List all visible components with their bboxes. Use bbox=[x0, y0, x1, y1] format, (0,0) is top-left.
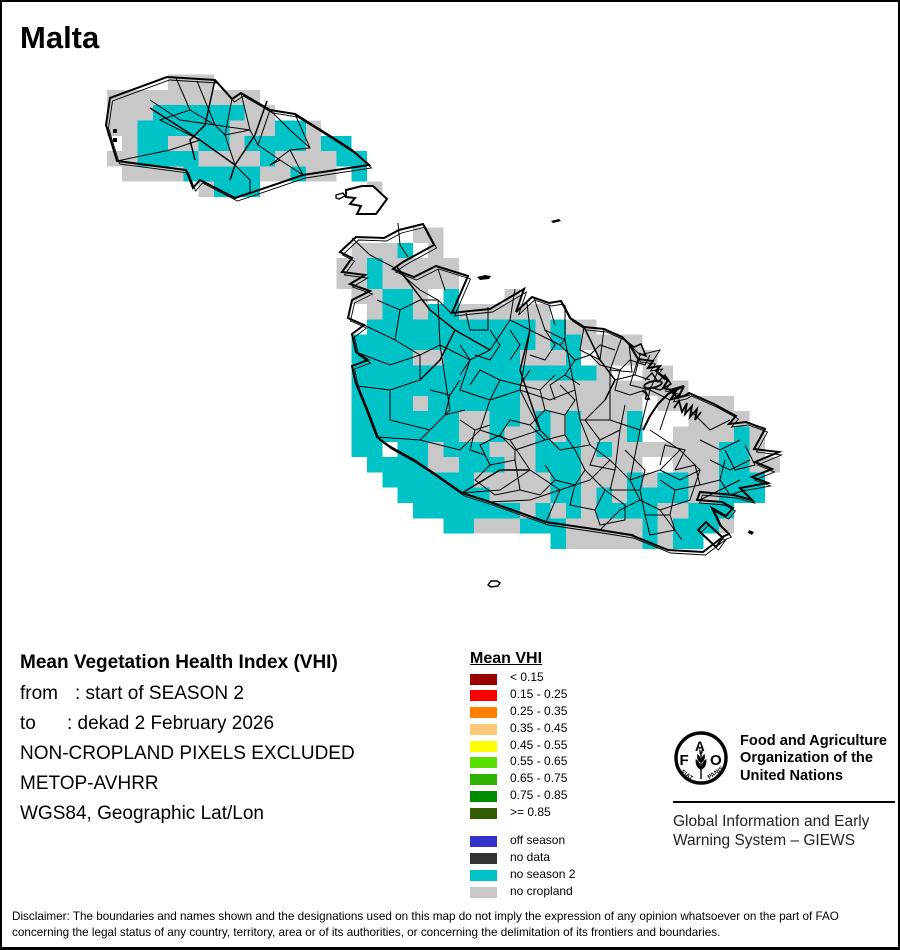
svg-text:O: O bbox=[710, 752, 722, 769]
svg-text:F: F bbox=[680, 752, 689, 769]
svg-text:A: A bbox=[695, 739, 705, 754]
